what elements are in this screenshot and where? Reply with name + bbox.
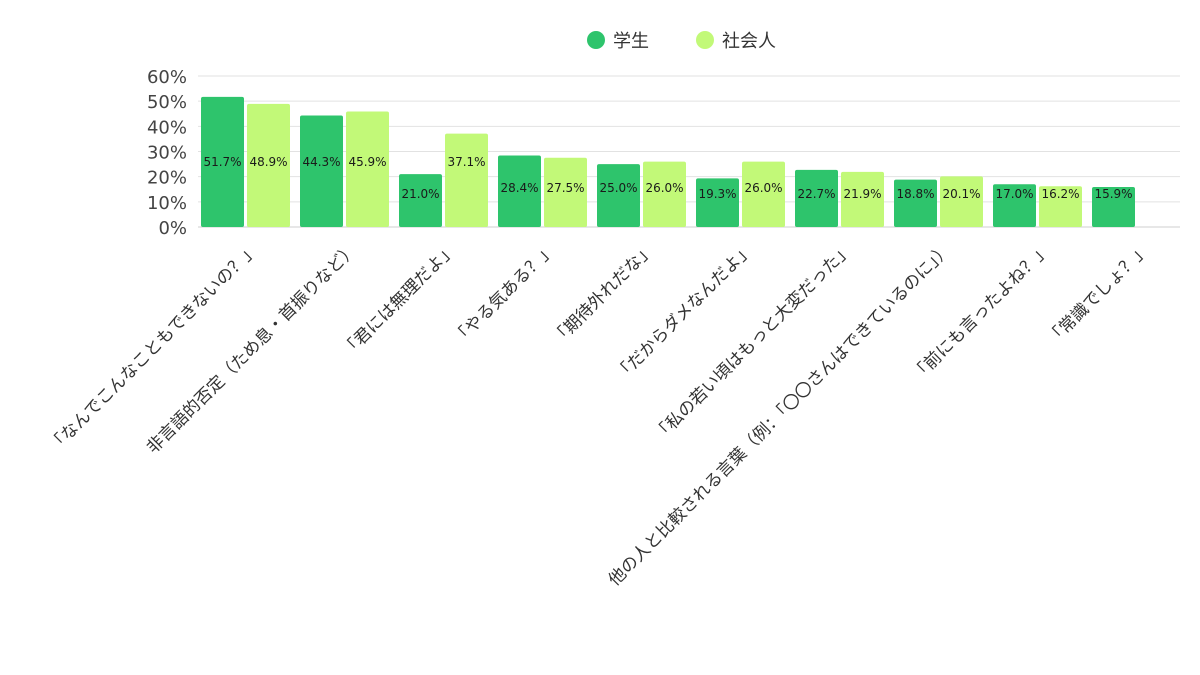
data-label-5-0: 19.3%	[698, 187, 736, 201]
bar-8-0	[993, 184, 1036, 227]
data-label-3-1: 27.5%	[546, 181, 584, 195]
bar-6-1	[841, 171, 884, 227]
data-label-6-0: 22.7%	[797, 187, 835, 201]
data-label-0-1: 48.9%	[249, 155, 287, 169]
bar-7-0	[894, 179, 937, 227]
bar-3-0	[498, 155, 541, 227]
data-label-2-1: 37.1%	[447, 155, 485, 169]
legend-marker-0	[587, 31, 605, 49]
data-label-4-1: 26.0%	[645, 181, 683, 195]
data-label-0-0: 51.7%	[203, 155, 241, 169]
y-tick-label-0: 0%	[158, 218, 187, 239]
y-tick-label-2: 20%	[147, 168, 187, 189]
bar-8-1	[1039, 186, 1082, 227]
data-label-6-1: 21.9%	[843, 187, 881, 201]
data-label-5-1: 26.0%	[744, 181, 782, 195]
data-label-8-0: 17.0%	[995, 187, 1033, 201]
data-label-1-0: 44.3%	[302, 155, 340, 169]
bar-4-0	[597, 164, 640, 227]
legend-label-1: 社会人	[722, 31, 776, 52]
category-label-9: 「常識でしょ？」	[1043, 239, 1153, 349]
chart-legend: 学生 社会人	[587, 31, 776, 52]
y-tick-label-3: 30%	[147, 143, 187, 164]
category-label-3: 「やる気ある？」	[449, 239, 559, 349]
x-axis-labels: 「なんでこんなこともできないの？」非言語的否定（ため息・首振りなど）「君には無理…	[45, 239, 1153, 590]
category-label-6: 「私の若い頃はもっと大変だった」	[650, 239, 856, 445]
bar-0-1	[247, 103, 290, 227]
chart-bars	[201, 96, 1135, 227]
category-label-0: 「なんでこんなこともできないの？」	[45, 239, 262, 456]
data-label-4-0: 25.0%	[599, 181, 637, 195]
bar-5-1	[742, 161, 785, 227]
data-label-8-1: 16.2%	[1041, 187, 1079, 201]
data-labels: 51.7% 48.9% 44.3% 45.9% 21.0% 37.1% 28.4% 27.5%…	[203, 155, 1132, 201]
bar-3-1	[544, 157, 587, 227]
y-tick-label-5: 50%	[147, 92, 187, 113]
data-label-7-1: 20.1%	[942, 187, 980, 201]
bar-1-1	[346, 111, 389, 227]
bar-2-0	[399, 174, 442, 227]
y-tick-label-1: 10%	[147, 193, 187, 214]
y-tick-label-6: 60%	[147, 67, 187, 88]
bar-2-1	[445, 133, 488, 227]
data-label-2-0: 21.0%	[401, 187, 439, 201]
bar-5-0	[696, 178, 739, 227]
legend-marker-1	[696, 31, 714, 49]
bar-7-1	[940, 176, 983, 227]
bar-6-0	[795, 169, 838, 227]
legend-label-0: 学生	[613, 31, 649, 52]
y-axis-ticks: 0% 10% 20% 30% 40% 50% 60%	[147, 67, 187, 239]
category-label-4: 「期待外れだな」	[548, 239, 658, 349]
y-tick-label-4: 40%	[147, 117, 187, 138]
data-label-3-0: 28.4%	[500, 181, 538, 195]
category-label-1: 非言語的否定（ため息・首振りなど）	[143, 239, 361, 457]
bar-1-0	[300, 115, 343, 227]
data-label-9-0: 15.9%	[1094, 187, 1132, 201]
bar-4-1	[643, 161, 686, 227]
data-label-1-1: 45.9%	[348, 155, 386, 169]
data-label-7-0: 18.8%	[896, 187, 934, 201]
bar-0-0	[201, 96, 244, 227]
category-label-7: 他の人と比較される言葉（例：「〇〇さんはできているのに」）	[605, 239, 956, 590]
bar-9-0	[1092, 186, 1135, 227]
